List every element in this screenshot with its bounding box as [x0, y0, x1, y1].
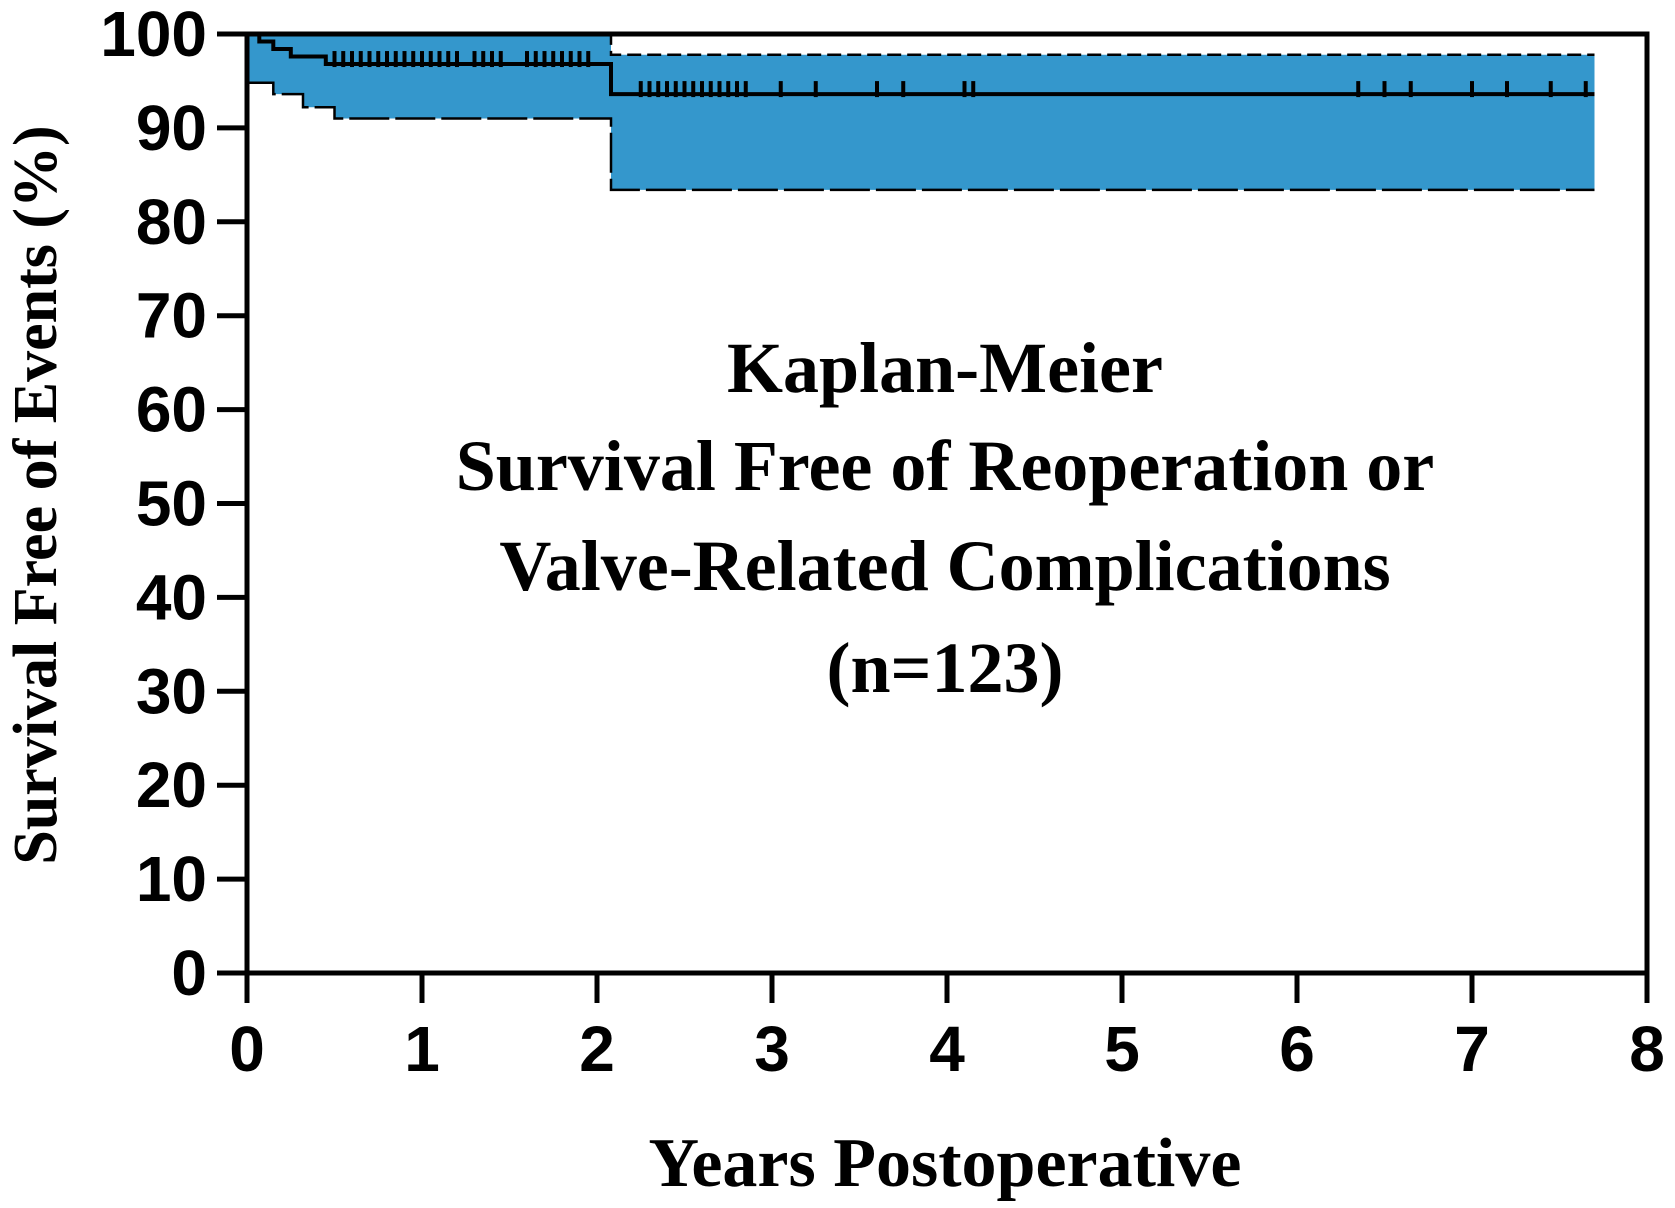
- y-tick-label: 10: [136, 843, 207, 915]
- x-tick-label: 3: [754, 1013, 790, 1085]
- y-tick-label: 40: [136, 561, 207, 633]
- y-tick-label: 0: [171, 937, 207, 1009]
- y-tick-label: 80: [136, 186, 207, 258]
- x-tick-label: 4: [929, 1013, 965, 1085]
- confidence-band: [247, 34, 1595, 190]
- y-tick-label: 70: [136, 280, 207, 352]
- x-axis-label: Years Postoperative: [649, 1125, 1242, 1202]
- annotation-line: Kaplan-Meier: [727, 328, 1163, 408]
- x-axis-ticks: 0 1 2 3 4 5 6 7 8: [229, 973, 1665, 1085]
- ci-lower-line: [247, 81, 1595, 192]
- y-axis-label: Survival Free of Events (%): [2, 125, 70, 864]
- annotation-line: (n=123): [826, 628, 1063, 708]
- annotation-line: Valve-Related Complications: [499, 526, 1390, 606]
- x-tick-label: 2: [579, 1013, 615, 1085]
- censor-marks-layer: [332, 51, 1588, 98]
- y-tick-label: 20: [136, 749, 207, 821]
- x-tick-label: 8: [1629, 1013, 1665, 1085]
- x-tick-label: 7: [1454, 1013, 1490, 1085]
- y-tick-label: 30: [136, 655, 207, 727]
- y-tick-label: 50: [136, 468, 207, 540]
- survival-curve-layer: [247, 32, 1595, 97]
- survival-curve: [247, 32, 1595, 97]
- x-tick-label: 1: [404, 1013, 440, 1085]
- x-tick-label: 6: [1279, 1013, 1315, 1085]
- x-tick-label: 5: [1104, 1013, 1140, 1085]
- x-tick-label: 0: [229, 1013, 265, 1085]
- chart-annotation: Kaplan-Meier Survival Free of Reoperation…: [456, 328, 1434, 708]
- y-axis-ticks: 0 10 20 30 40 50 60 70 80 90 100: [100, 0, 247, 1009]
- annotation-line: Survival Free of Reoperation or: [456, 426, 1434, 506]
- confidence-band-layer: [247, 34, 1595, 190]
- y-tick-label: 90: [136, 92, 207, 164]
- y-tick-label: 100: [100, 0, 207, 70]
- y-tick-label: 60: [136, 374, 207, 446]
